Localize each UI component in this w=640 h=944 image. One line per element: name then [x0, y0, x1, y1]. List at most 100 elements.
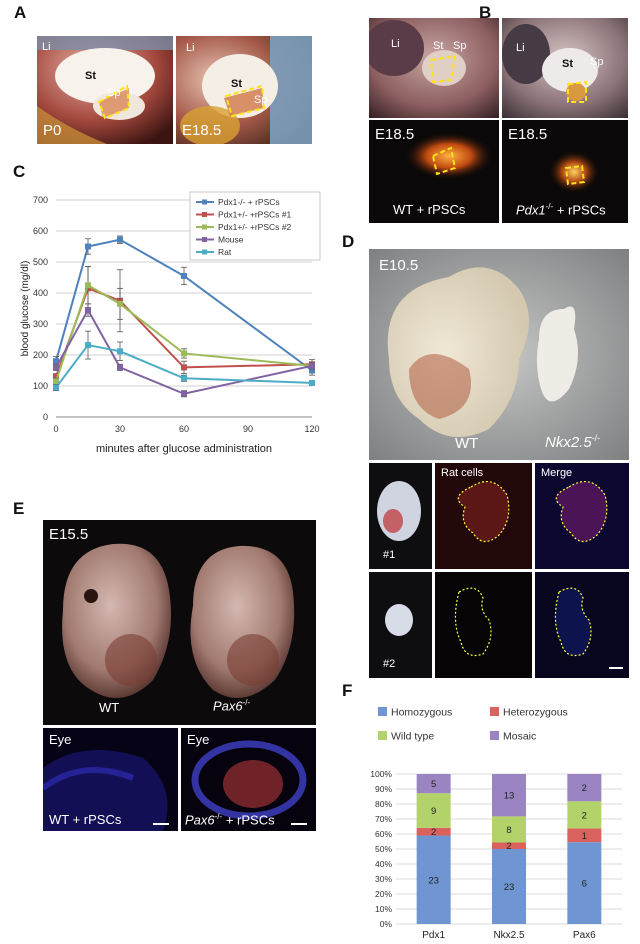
data-point	[181, 375, 187, 382]
y-tick-label: 200	[33, 350, 48, 360]
bar-segment	[492, 774, 526, 817]
x-tick-label: 120	[304, 424, 319, 434]
bar-segment	[567, 774, 602, 802]
wt-fluorescence-image	[404, 132, 494, 180]
eye-label: Eye	[49, 732, 72, 747]
spleen-label: Sp	[590, 56, 604, 68]
pax6-rpsc-caption: Pax6-/- + rPSCs	[185, 812, 275, 828]
pdx1-rpsc-caption: Pdx1-/- + rPSCs	[516, 202, 606, 218]
panel-letter-b: B	[479, 3, 492, 22]
glucose-tolerance-chart: 0 100 200 300 400 500 600 700 0 30 60 90 120 minutes …	[20, 191, 321, 455]
y-tick-label: 400	[33, 288, 48, 298]
y-tick-label: 300	[33, 319, 48, 329]
row2-embryo-image	[385, 604, 413, 636]
stomach-label: St	[85, 70, 96, 82]
p0-liver-stomach-image	[37, 36, 173, 144]
row2-label: #2	[383, 658, 396, 670]
data-label: 2	[431, 827, 436, 838]
d-row1-embryo: #1	[369, 463, 432, 569]
data-point	[85, 282, 91, 289]
legend-swatch	[378, 707, 387, 716]
pax6-mutant-label: Pax6-/-	[213, 698, 251, 714]
bar-segment	[492, 816, 526, 843]
x-tick-label: Pax6	[573, 930, 596, 941]
row1-merge-image	[535, 463, 629, 569]
rat-cells-header: Rat cells	[441, 467, 484, 479]
merge-header: Merge	[541, 467, 573, 479]
row2-rat-cells-image	[454, 587, 492, 657]
panel-b-fluorescence-wt: E18.5 WT + rPSCs	[369, 120, 499, 223]
panel-letter-a: A	[14, 3, 27, 22]
stage-label-e185: E18.5	[375, 126, 415, 143]
bar-segment	[567, 801, 602, 829]
d-row2-embryo: #2	[369, 572, 432, 678]
y-tick-label: 700	[33, 195, 48, 205]
stage-label-p0: P0	[43, 122, 62, 139]
e105-embryos-image	[369, 249, 629, 460]
y-tick-label: 0	[43, 412, 48, 422]
liver-label: Li	[42, 41, 51, 53]
stage-label-e185: E18.5	[508, 126, 548, 143]
row1-rat-cells-image	[435, 463, 532, 569]
nkx25-mutant-label: Nkx2.5-/-	[545, 433, 601, 451]
liver-label: Li	[516, 42, 525, 54]
legend: Homozygous Heterozygous Wild type Mosaic	[378, 707, 568, 743]
data-label: 2	[582, 783, 587, 794]
data-point	[53, 364, 59, 371]
data-point	[117, 348, 123, 355]
pdx1-brightfield-image	[502, 18, 628, 118]
bar-segment	[416, 793, 451, 828]
data-point	[117, 300, 123, 307]
spleen-label: Sp	[453, 40, 467, 52]
x-tick-label: Nkx2.5	[493, 930, 525, 941]
legend-entry: Mosaic	[503, 731, 536, 743]
legend-entry: Pdx1+/- +rPSCs #1	[218, 210, 292, 220]
legend: Pdx1-/- + rPSCs Pdx1+/- +rPSCs #1 Pdx1+/- …	[189, 191, 321, 261]
y-tick-label: 100	[33, 381, 48, 391]
y-tick-label: 60%	[375, 829, 392, 839]
data-label: 9	[431, 806, 436, 817]
legend-marker	[202, 237, 207, 242]
y-tick-label: 70%	[375, 814, 392, 824]
eye-label: Eye	[187, 732, 210, 747]
x-tick-label: 90	[243, 424, 253, 434]
data-point	[309, 367, 315, 374]
legend-swatch	[378, 731, 387, 740]
stomach-label: St	[231, 78, 242, 90]
data-label: 6	[582, 879, 587, 890]
panel-a-photo-e185: Li St Sp E18.5	[176, 36, 312, 144]
wt-brightfield-image	[369, 18, 499, 118]
data-point	[85, 243, 91, 250]
bar-segment	[416, 827, 451, 836]
data-point	[181, 364, 187, 371]
legend-entry: Homozygous	[391, 707, 452, 719]
data-point	[309, 362, 315, 369]
data-point	[117, 364, 123, 371]
d-row1-rat-cells: Rat cells	[435, 463, 532, 569]
data-point	[53, 358, 59, 365]
x-tick-label: 60	[179, 424, 189, 434]
data-label: 2	[582, 810, 587, 821]
legend-entry: Heterozygous	[503, 707, 568, 719]
x-tick-label: 30	[115, 424, 125, 434]
data-point	[53, 378, 59, 385]
data-point	[309, 379, 315, 386]
data-point	[85, 307, 91, 314]
panel-letter-e: E	[13, 499, 25, 518]
legend-entry: Wild type	[391, 731, 434, 743]
y-tick-label: 20%	[375, 889, 392, 899]
data-label: 23	[504, 882, 515, 893]
wt-eye-section-image	[43, 750, 169, 831]
bar-segment	[416, 835, 451, 924]
spleen-label: Sp	[107, 87, 121, 99]
legend-entry: Mouse	[218, 235, 244, 245]
x-tick-label: 0	[53, 424, 58, 434]
bar-segment	[567, 842, 602, 924]
wt-label: WT	[455, 435, 479, 452]
data-point	[53, 384, 59, 391]
data-label: 8	[506, 825, 511, 836]
legend-marker	[202, 249, 207, 255]
data-point	[181, 350, 187, 357]
pdx1-fluorescence-image	[548, 150, 600, 194]
y-tick-label: 600	[33, 226, 48, 236]
